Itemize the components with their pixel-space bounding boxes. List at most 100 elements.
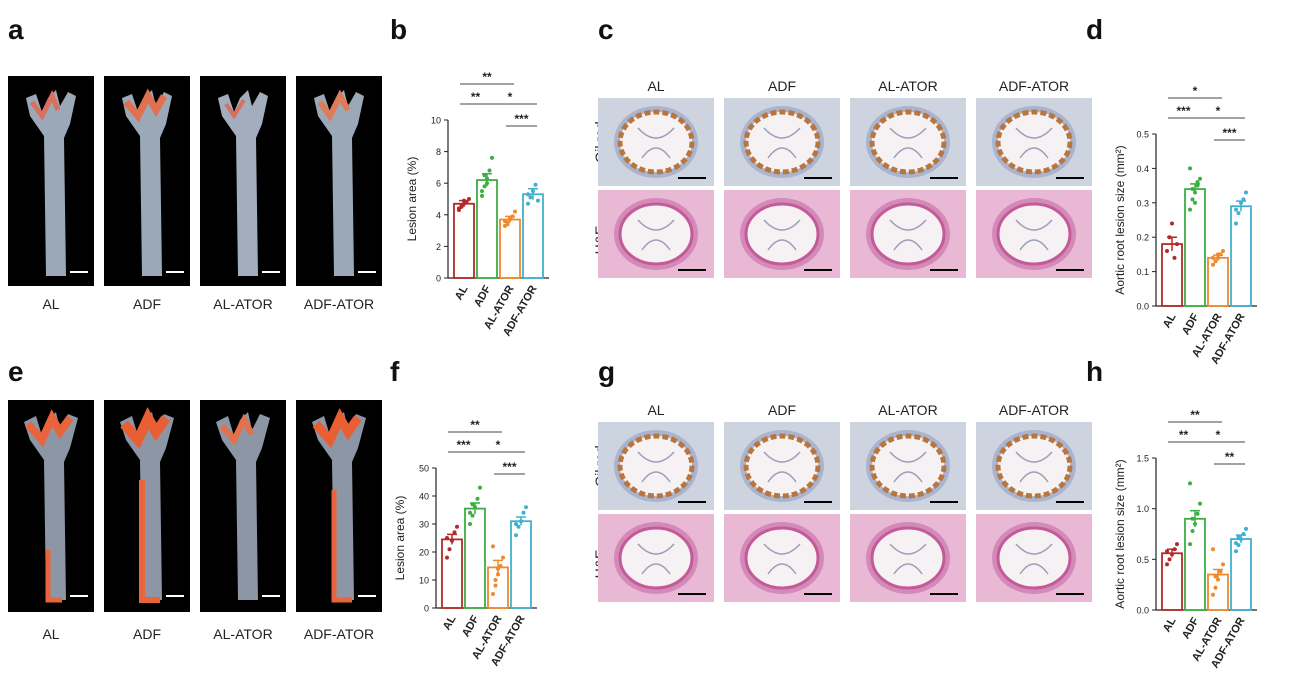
caption-adf-ator-a: ADF-ATOR [303, 296, 375, 312]
data-point-b-1 [485, 181, 489, 186]
data-point-b-1 [487, 168, 492, 173]
aorta-photo-adf-a [104, 76, 190, 286]
data-point-f-0 [445, 555, 449, 560]
data-point-h-0 [1165, 562, 1169, 567]
data-point-b-3 [533, 182, 538, 187]
histology-oil-adf-ator-g [976, 422, 1092, 510]
data-point-h-0 [1172, 547, 1177, 552]
panel-label-g: g [598, 356, 616, 387]
data-point-d-2 [1213, 259, 1218, 264]
y-axis-label-b: Lesion area (%) [405, 157, 419, 242]
data-point-d-2 [1216, 252, 1220, 257]
header-adf-c: ADF [768, 78, 796, 94]
data-point-h-1 [1190, 516, 1195, 521]
data-point-d-1 [1193, 200, 1197, 205]
bar-b-3 [522, 193, 544, 279]
histology-he-al-c [598, 190, 714, 278]
histology-oil-al-ator-c [850, 98, 966, 186]
y-tick-label-h: 1.0 [1136, 504, 1149, 514]
y-tick-label-b: 4 [436, 210, 441, 220]
sig-label-f-2: * [496, 438, 501, 452]
data-point-f-0 [445, 536, 449, 540]
header-adf-g: ADF [768, 402, 796, 418]
data-point-h-3 [1234, 541, 1238, 546]
aorta-photo-al-ator-a [200, 76, 286, 286]
data-point-d-0 [1165, 248, 1169, 253]
panel-label-e: e [8, 356, 24, 387]
data-point-f-1 [470, 502, 475, 507]
data-point-b-1 [485, 176, 489, 181]
data-point-h-1 [1198, 501, 1202, 506]
data-point-b-3 [528, 195, 533, 200]
data-point-f-3 [516, 524, 521, 529]
data-point-b-0 [467, 197, 471, 201]
panel-label-a: a [8, 14, 24, 45]
caption-al-ator-a: AL-ATOR [213, 296, 273, 312]
data-point-f-2 [491, 592, 495, 596]
sig-label-f-1: *** [456, 438, 470, 452]
histology-he-al-ator-c [850, 190, 966, 278]
data-point-h-2 [1211, 547, 1215, 552]
y-tick-label-h: 0.0 [1136, 606, 1149, 616]
panel-label-f: f [390, 356, 400, 387]
data-point-b-3 [526, 201, 530, 206]
aorta-photo-al-e [8, 400, 94, 612]
panel-label-h: h [1086, 356, 1104, 387]
sig-label-b-3: *** [514, 112, 528, 126]
y-tick-label-d: 0.0 [1136, 302, 1149, 312]
data-point-b-1 [482, 184, 487, 189]
data-point-d-3 [1234, 221, 1238, 226]
sig-label-f-3: *** [502, 460, 516, 474]
data-point-d-1 [1195, 183, 1200, 188]
data-point-b-2 [505, 222, 510, 227]
y-tick-label-b: 8 [436, 147, 441, 157]
caption-al-a: AL [42, 296, 60, 312]
data-point-h-2 [1213, 574, 1218, 579]
histology-oil-adf-c [724, 98, 840, 186]
data-point-f-3 [514, 533, 518, 538]
header-al-g: AL [647, 402, 665, 418]
aorta-photo-adf-ator-e [296, 400, 382, 612]
sig-label-f-0: ** [470, 418, 480, 432]
data-point-f-2 [496, 566, 500, 571]
y-tick-label-d: 0.4 [1136, 164, 1149, 174]
data-point-h-1 [1188, 542, 1192, 547]
y-tick-label-b: 10 [431, 116, 441, 126]
aorta-photo-al-ator-e [200, 400, 286, 612]
x-tick-label-d-0: AL [1161, 311, 1179, 330]
data-point-h-3 [1244, 526, 1248, 531]
bar-d-2 [1207, 256, 1229, 307]
data-point-d-0 [1175, 242, 1179, 247]
caption-al-e: AL [42, 626, 60, 642]
data-point-b-1 [480, 189, 484, 194]
data-point-h-1 [1190, 528, 1195, 533]
data-point-d-2 [1216, 255, 1220, 260]
histology-he-al-g [598, 514, 714, 602]
y-tick-label-f: 10 [419, 576, 429, 586]
y-tick-label-d: 0.3 [1136, 198, 1149, 208]
data-point-h-0 [1170, 552, 1174, 557]
data-point-d-1 [1190, 197, 1195, 202]
data-point-d-2 [1211, 262, 1215, 267]
y-tick-label-d: 0.1 [1136, 267, 1149, 277]
data-point-f-1 [475, 496, 480, 501]
bar-h-3 [1230, 538, 1252, 611]
y-axis-label-d: Aortic root lesion size (mm²) [1113, 145, 1127, 294]
data-point-b-0 [457, 206, 461, 211]
bar-b-0 [453, 202, 475, 279]
data-point-f-2 [496, 572, 500, 577]
caption-adf-e: ADF [133, 626, 161, 642]
data-point-h-1 [1193, 521, 1197, 526]
data-point-h-2 [1216, 577, 1220, 582]
sig-label-d-3: *** [1222, 126, 1236, 140]
histology-he-adf-c [724, 190, 840, 278]
data-point-h-1 [1195, 511, 1200, 516]
header-al-ator-c: AL-ATOR [878, 78, 938, 94]
panel-label-d: d [1086, 14, 1104, 45]
data-point-d-1 [1188, 166, 1192, 171]
data-point-f-1 [470, 513, 475, 518]
bar-d-1 [1184, 188, 1206, 307]
data-point-f-3 [524, 505, 528, 510]
y-axis-label-h: Aortic root lesion size (mm²) [1113, 459, 1127, 608]
data-point-h-0 [1167, 557, 1172, 562]
